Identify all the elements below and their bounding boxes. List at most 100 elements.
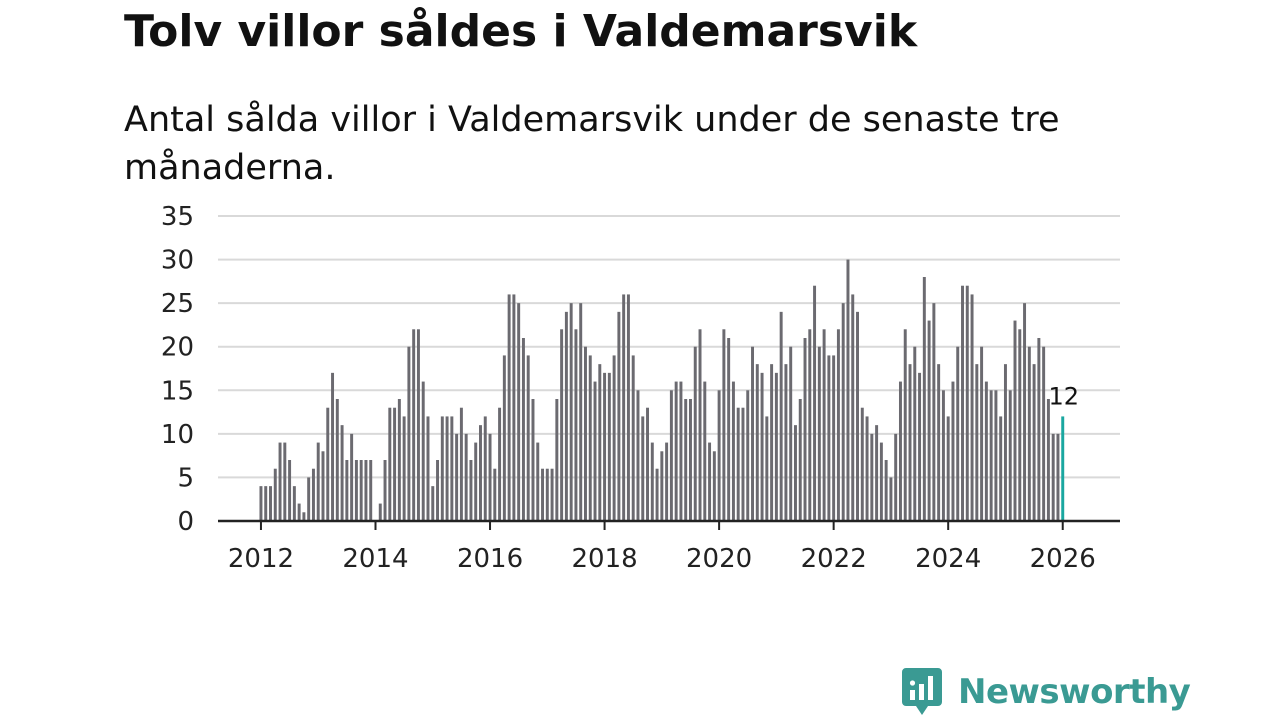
- bar: [345, 460, 349, 521]
- bar: [922, 277, 926, 521]
- y-tick-label: 20: [161, 333, 194, 363]
- x-tick-label: 2018: [571, 544, 637, 574]
- bar: [870, 433, 874, 521]
- bar: [1032, 364, 1036, 521]
- bar: [712, 451, 716, 521]
- bar: [817, 346, 821, 521]
- bar: [793, 425, 797, 521]
- newsworthy-logo-icon: [902, 668, 942, 715]
- y-tick-label: 10: [161, 420, 194, 450]
- bar: [994, 390, 998, 521]
- bar: [440, 416, 444, 521]
- bar: [307, 477, 311, 521]
- bar: [846, 259, 850, 521]
- bar: [469, 460, 473, 521]
- bar: [631, 355, 635, 521]
- bar: [445, 416, 449, 521]
- bar: [722, 329, 726, 521]
- bar: [560, 329, 564, 521]
- bar: [297, 503, 301, 521]
- bar: [770, 364, 774, 521]
- bar: [688, 399, 692, 521]
- bar: [278, 442, 282, 521]
- bar: [493, 468, 497, 521]
- bar: [760, 372, 764, 521]
- bar: [741, 407, 745, 521]
- bar: [588, 355, 592, 521]
- bar: [416, 329, 420, 521]
- bar: [975, 364, 979, 521]
- bar: [727, 338, 731, 521]
- y-tick-label: 0: [177, 507, 194, 537]
- bar: [1056, 433, 1060, 521]
- bar: [273, 468, 277, 521]
- x-tick-label: 2024: [915, 544, 981, 574]
- bar: [875, 425, 879, 521]
- bar: [464, 433, 468, 521]
- x-tick-label: 2016: [457, 544, 523, 574]
- bar: [512, 294, 516, 521]
- bar: [603, 372, 607, 521]
- bar: [593, 381, 597, 521]
- bar: [426, 416, 430, 521]
- bar: [311, 468, 315, 521]
- bar: [331, 372, 335, 521]
- bar: [545, 468, 549, 521]
- bar: [932, 303, 936, 521]
- bar: [498, 407, 502, 521]
- bar: [1023, 303, 1027, 521]
- bar: [531, 399, 535, 521]
- bar: [388, 407, 392, 521]
- bar: [450, 416, 454, 521]
- y-tick-label: 30: [161, 246, 194, 276]
- bar: [884, 460, 888, 521]
- y-tick-label: 25: [161, 289, 194, 319]
- bar: [889, 477, 893, 521]
- brand-name: Newsworthy: [958, 672, 1191, 712]
- bar: [865, 416, 869, 521]
- bar: [813, 285, 817, 521]
- bar: [937, 364, 941, 521]
- bar: [350, 433, 354, 521]
- chart-subtitle: Antal sålda villor i Valdemarsvik under …: [124, 100, 1060, 188]
- bar: [841, 303, 845, 521]
- bar: [364, 460, 368, 521]
- bar: [641, 416, 645, 521]
- bar: [951, 381, 955, 521]
- bar: [650, 442, 654, 521]
- x-tick-label: 2026: [1030, 544, 1096, 574]
- bar: [903, 329, 907, 521]
- bar: [698, 329, 702, 521]
- bar: [584, 346, 587, 521]
- bar: [340, 425, 344, 521]
- bar: [784, 364, 788, 521]
- bar: [669, 390, 673, 521]
- y-tick-label: 15: [161, 376, 194, 406]
- highlight-bar: [1061, 416, 1065, 521]
- bar: [598, 364, 602, 521]
- bar: [789, 346, 793, 521]
- bar: [989, 390, 993, 521]
- bar: [898, 381, 902, 521]
- highlight-value-label: 12: [1048, 382, 1079, 410]
- x-tick-label: 2022: [801, 544, 867, 574]
- bar: [283, 442, 287, 521]
- bar: [970, 294, 974, 521]
- bar: [479, 425, 482, 521]
- bar: [918, 372, 922, 521]
- bar: [369, 460, 373, 521]
- bar: [541, 468, 545, 521]
- bar: [292, 486, 296, 521]
- bar: [708, 442, 712, 521]
- bar: [836, 329, 840, 521]
- bar: [269, 486, 272, 521]
- bar: [1013, 320, 1017, 521]
- bar: [1027, 346, 1031, 521]
- bar: [736, 407, 740, 521]
- bar: [521, 338, 525, 521]
- bar: [965, 285, 969, 521]
- bar: [459, 407, 463, 521]
- bar: [431, 486, 435, 521]
- bar: [302, 512, 306, 521]
